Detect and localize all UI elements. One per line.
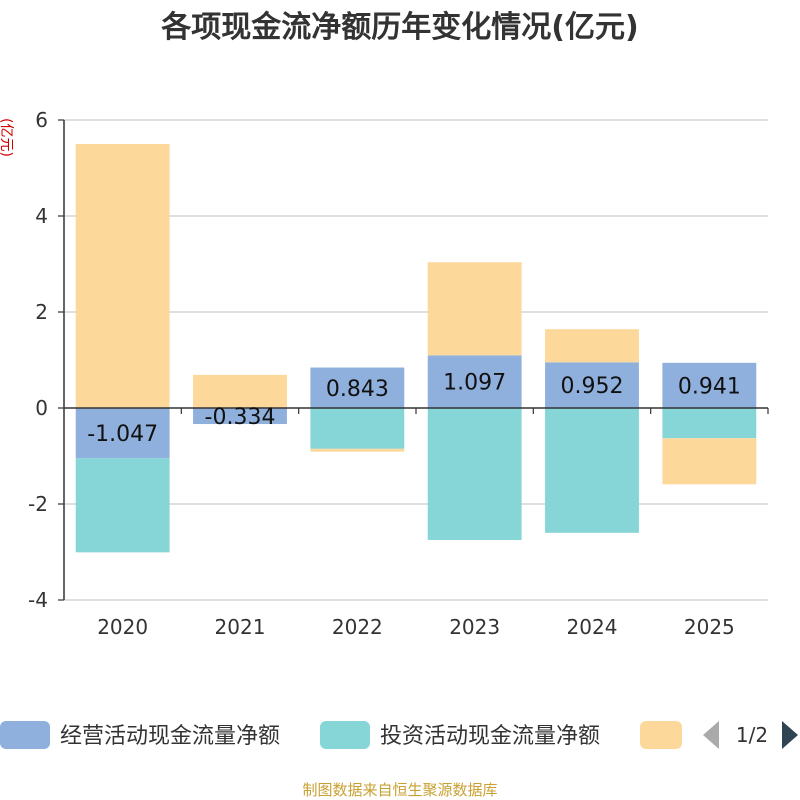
bar-series0-2024[interactable] bbox=[545, 362, 639, 408]
data-label: -0.334 bbox=[205, 405, 276, 430]
legend-page-indicator: 1/2 bbox=[736, 723, 768, 747]
legend-item-investing[interactable]: 投资活动现金流量净额 bbox=[320, 721, 600, 749]
bar-series1-2023[interactable] bbox=[427, 408, 522, 540]
legend-swatch-third-series bbox=[640, 721, 682, 749]
legend-swatch-investing bbox=[320, 721, 370, 749]
bar-series0-2022[interactable] bbox=[310, 367, 405, 408]
bar-series2-2024[interactable] bbox=[545, 329, 639, 363]
legend-label-investing: 投资活动现金流量净额 bbox=[380, 724, 600, 749]
grid-lines bbox=[64, 119, 768, 601]
data-source-footer: 制图数据来自恒生聚源数据库 bbox=[302, 781, 497, 799]
legend-prev-page-arrow-icon[interactable] bbox=[703, 721, 719, 749]
chart-title: 各项现金流净额历年变化情况(亿元) bbox=[160, 10, 638, 45]
y-tick-label: 4 bbox=[35, 204, 48, 228]
y-tick-label: 6 bbox=[35, 108, 48, 132]
data-label: 0.843 bbox=[326, 377, 389, 402]
x-category-label: 2021 bbox=[215, 615, 266, 639]
bar-series2-2025[interactable] bbox=[662, 438, 757, 485]
x-category-label: 2020 bbox=[97, 615, 148, 639]
legend-label-operating: 经营活动现金流量净额 bbox=[60, 724, 280, 749]
x-category-label: 2024 bbox=[567, 615, 618, 639]
x-category-label: 2023 bbox=[449, 615, 500, 639]
data-labels: -1.047 -0.334 0.843 1.097 0.952 0.941 bbox=[87, 371, 741, 447]
data-label: 1.097 bbox=[443, 371, 506, 396]
y-tick-label: -2 bbox=[28, 492, 48, 516]
x-category-label: 2025 bbox=[684, 615, 735, 639]
y-tick-label: 0 bbox=[35, 396, 48, 420]
bar-series0-2023[interactable] bbox=[427, 355, 522, 408]
bar-series2-2021[interactable] bbox=[193, 374, 287, 408]
bar-series bbox=[75, 144, 757, 553]
y-tick-label: -4 bbox=[28, 588, 48, 612]
bar-series2-2020[interactable] bbox=[75, 144, 170, 408]
legend-next-page-arrow-icon[interactable] bbox=[782, 721, 798, 749]
bar-series0-2025[interactable] bbox=[662, 362, 757, 408]
data-label: 0.952 bbox=[561, 374, 624, 399]
data-label: 0.941 bbox=[678, 374, 741, 399]
bar-series2-2022[interactable] bbox=[310, 448, 405, 452]
bar-series1-2022[interactable] bbox=[310, 408, 405, 449]
y-tick-label: 2 bbox=[35, 300, 48, 324]
bar-series1-2025[interactable] bbox=[662, 408, 757, 439]
bar-series0-2020[interactable] bbox=[75, 408, 170, 459]
bar-series1-2024[interactable] bbox=[545, 408, 639, 533]
axes: -4 -2 0 2 4 6 2020 2021 2022 2023 2024 2025 bbox=[28, 108, 769, 639]
bar-series0-2021[interactable] bbox=[193, 408, 287, 425]
legend: 经营活动现金流量净额 投资活动现金流量净额 1/2 bbox=[0, 721, 798, 749]
data-label: -1.047 bbox=[87, 422, 158, 447]
x-category-label: 2022 bbox=[332, 615, 383, 639]
y-axis-unit-label: (亿元) bbox=[0, 118, 14, 157]
bar-series2-2023[interactable] bbox=[427, 262, 522, 356]
legend-item-third-series[interactable] bbox=[640, 721, 682, 749]
legend-swatch-operating bbox=[0, 721, 50, 749]
bar-series1-2020[interactable] bbox=[75, 458, 170, 553]
legend-item-operating[interactable]: 经营活动现金流量净额 bbox=[0, 721, 280, 749]
